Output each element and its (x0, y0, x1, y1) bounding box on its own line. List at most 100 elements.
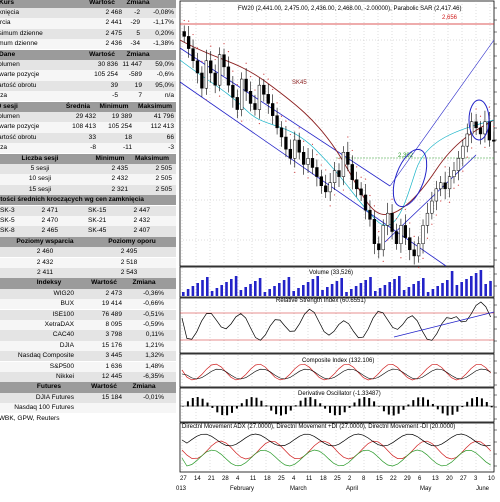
table-cell: 2 505 (155, 164, 172, 172)
sk-table-row: SK-3 2 471 SK-15 2 447 (0, 205, 176, 216)
table-cell: 15 176 (101, 341, 122, 349)
candle-body (266, 94, 270, 104)
table-cell: 2 460 (36, 248, 54, 256)
table-cell: 2 447 (133, 206, 150, 214)
sar-dot (373, 205, 375, 207)
candle-body (350, 164, 354, 180)
column-header: Dane (0, 50, 16, 58)
x-tick-label: 29 (404, 476, 411, 482)
table-cell: -34 (130, 40, 140, 48)
oscillator-bar (284, 406, 287, 415)
indeksy-table-row: ISE100 76 489 -0,51% (0, 309, 176, 320)
volume-bar (287, 277, 291, 296)
oscillator-bar (216, 406, 219, 413)
volume-bar (441, 283, 444, 296)
candle-body (430, 200, 434, 214)
oscillator-bar (368, 398, 371, 407)
table-cell: -0,08% (153, 8, 174, 16)
volume-bar (345, 292, 348, 296)
table-cell: Wartość obrotu (0, 133, 37, 141)
indeksy-table-row: BUX 19 414 -0,66% (0, 299, 176, 310)
sar-dot (241, 120, 243, 122)
sar-dot (196, 47, 199, 49)
poziomy-table-row: 2 460 2 495 (0, 247, 176, 258)
volume-bar (426, 292, 430, 296)
table-cell: 2 432 (36, 258, 54, 266)
sk-table-row: SK-8 2 465 SK-45 2 407 (0, 226, 176, 237)
sar-dot (294, 171, 296, 173)
candle-body (363, 194, 368, 211)
table-cell: 2 505 (155, 185, 172, 193)
oscillator-bar (186, 401, 189, 407)
oscillator-bar (427, 399, 429, 407)
volume-bar (350, 289, 353, 296)
candle-body (341, 151, 346, 177)
volume-bar (230, 279, 233, 296)
x-tick-label: 22 (390, 476, 397, 482)
volume-bar (422, 278, 425, 296)
table-cell: 18 (124, 133, 132, 141)
sar-dot (236, 83, 238, 86)
table-cell: SK-45 (88, 227, 107, 235)
column-header: Poziomy oporu (108, 237, 156, 245)
x-month-label: February (230, 486, 254, 492)
futures-table-row: Nasdaq 100 Futures (0, 403, 176, 414)
volume-bar (378, 288, 382, 296)
oscillator-bar (255, 397, 258, 407)
sk-table-title: Wartości średnich kroczących wg cen zamk… (0, 195, 176, 206)
candle-body (284, 136, 288, 150)
composite-line (181, 363, 491, 381)
oscillator-bar (471, 398, 474, 407)
kurs-table-row: otwarcia 2 441 -29 -1,17% (0, 18, 176, 29)
x-month-label: June (476, 486, 490, 492)
indeksy-table-row: S&P500 1 636 1,48% (0, 361, 176, 372)
indeksy-table-row: Nasdaq Composite 3 445 1,32% (0, 351, 176, 362)
dmi-title: Directnl Movement ADX (27.0000), Directn… (182, 424, 455, 430)
column-header: Minimum (99, 102, 129, 110)
table-cell: -0,6% (156, 71, 174, 79)
table-cell: 2 435 (111, 164, 128, 172)
volume-bar (364, 280, 367, 296)
x-tick-label: 10 (488, 476, 495, 482)
oscillator-bar (378, 406, 380, 407)
table-cell: 105 254 (94, 71, 118, 79)
candle-body (346, 151, 350, 165)
volume-bar (258, 278, 262, 296)
volume-bar (311, 279, 315, 296)
candle-body (319, 176, 323, 187)
candle-body (324, 185, 328, 193)
futures-table-row: DJIA Futures 15 184 -0,01% (0, 392, 176, 404)
sar-dot (435, 214, 437, 216)
x-tick-label: 4 (292, 476, 296, 482)
table-cell: 2 470 (41, 216, 58, 224)
table-cell: Otwarte pozycje (0, 123, 40, 131)
sar-dot (462, 170, 464, 172)
table-cell: -1,17% (153, 19, 174, 27)
sar-dot (285, 120, 287, 122)
column-header: Wartość (89, 50, 115, 58)
sar-dot (422, 257, 424, 259)
trend-line (389, 39, 495, 187)
candle-body (443, 182, 447, 190)
source-note: Źródło: DM BZ WBK, GPW, Reuters (0, 414, 176, 424)
table-cell: zamknięcia (0, 8, 19, 16)
sesji-table-row: Otwarte pozycje 108 413 105 254 112 413 (0, 122, 176, 133)
table-cell: -1,38% (153, 40, 174, 48)
kurs-table-row: maksimum dzienne 2 475 5 0,20% (0, 28, 176, 40)
sar-dot (183, 19, 185, 22)
composite-title: Composite Index (132.106) (302, 358, 374, 364)
candle-body (301, 151, 306, 165)
table-cell: 29 432 (75, 112, 96, 120)
table-cell: 2 407 (133, 227, 150, 235)
sar-dot (471, 147, 473, 149)
candle-body (359, 188, 363, 196)
indeksy-table-row: Nikkei 12 445 -6,35% (0, 371, 176, 383)
table-cell: 2 505 (155, 175, 172, 183)
sar-dot (378, 230, 380, 233)
column-header: Indeksy (36, 279, 62, 287)
volume-bar (369, 277, 372, 296)
candle-body (248, 91, 253, 104)
table-cell: -3 (168, 144, 174, 152)
sar-dot (426, 237, 429, 239)
oscillator-bar (324, 406, 327, 409)
